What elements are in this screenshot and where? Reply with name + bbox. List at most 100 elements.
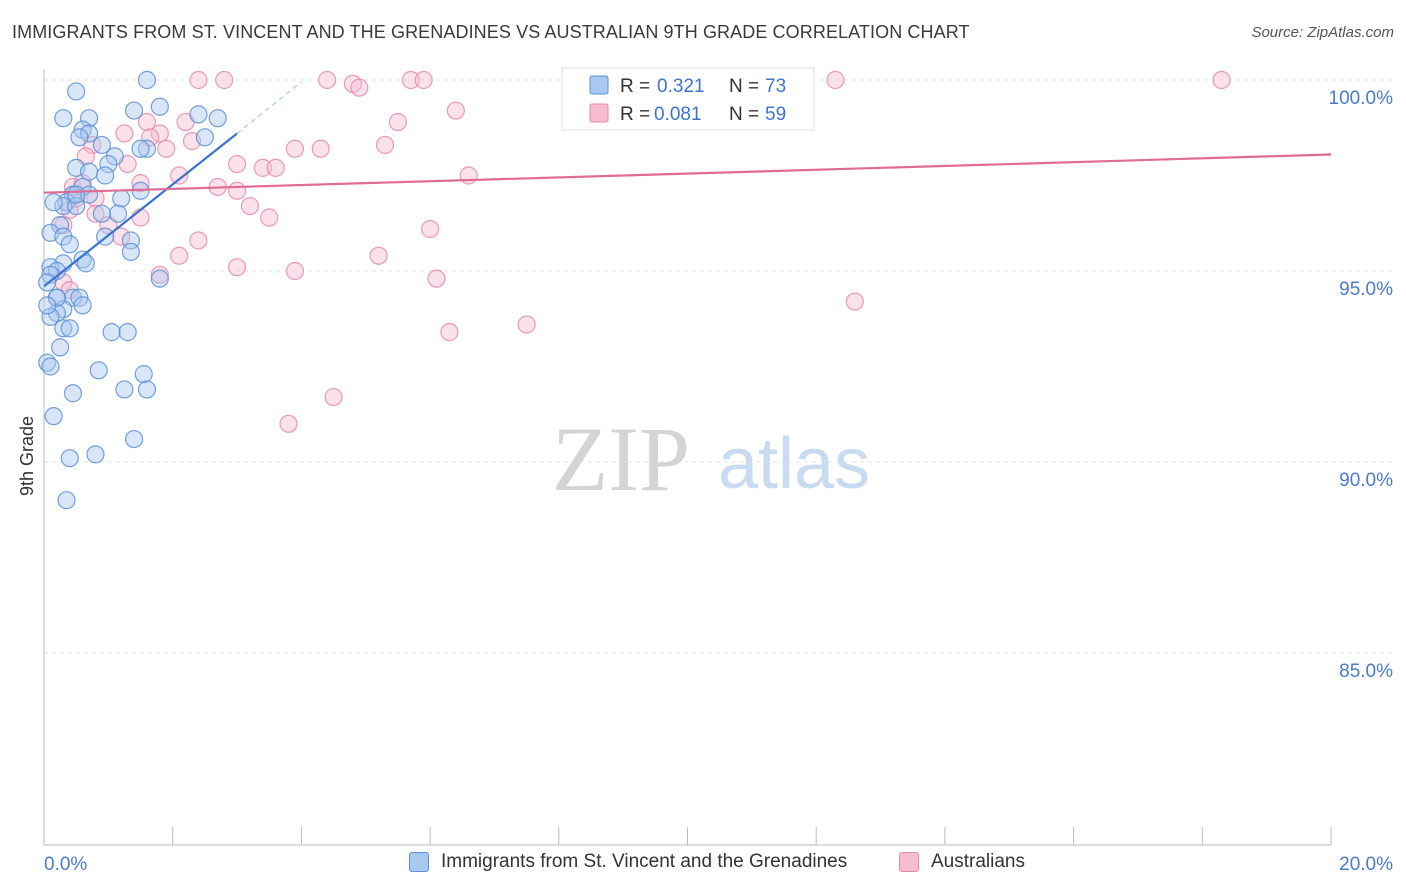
data-point-immigrants (67, 82, 86, 101)
data-point-immigrants (63, 384, 83, 403)
trend-line-australians (43, 153, 1332, 194)
data-point-australians (150, 124, 169, 143)
data-point-australians (227, 181, 247, 200)
legend-n-label-pink: N = (729, 104, 759, 125)
data-point-australians (215, 70, 234, 90)
data-point-immigrants (137, 380, 157, 399)
data-point-australians (440, 323, 459, 342)
data-point-immigrants (208, 109, 227, 128)
data-point-immigrants (67, 185, 86, 204)
legend-swatch-blue (589, 75, 609, 95)
data-point-australians (324, 387, 343, 407)
legend-item-immigrants[interactable]: Immigrants from St. Vincent and the Gren… (409, 851, 847, 873)
data-point-australians (311, 139, 330, 158)
tick-labels: 100.0% 95.0% 90.0% 85.0% 0.0% 20.0% (44, 88, 1393, 875)
watermark-zip: ZIP (552, 408, 690, 510)
source-credit: Source: ZipAtlas.com (1251, 24, 1394, 41)
y-axis-label: 9th Grade (17, 416, 37, 496)
trend-lines (43, 81, 1332, 288)
data-point-australians (401, 70, 420, 90)
data-point-australians (375, 135, 395, 155)
legend-n-value-pink: 59 (765, 104, 786, 125)
data-point-immigrants (134, 365, 153, 384)
data-point-australians (150, 265, 169, 284)
data-point-immigrants (50, 216, 70, 235)
data-point-immigrants (54, 109, 73, 128)
data-point-immigrants (86, 445, 105, 464)
data-point-immigrants (137, 70, 157, 90)
data-point-australians (388, 112, 408, 132)
stats-legend: R = 0.321 N = 73 R = 0.081 N = 59 (561, 67, 815, 131)
legend-swatch-australians (899, 852, 919, 872)
data-point-australians (86, 204, 105, 223)
data-point-australians (131, 174, 150, 193)
data-point-immigrants (189, 105, 208, 124)
data-point-australians (115, 124, 134, 143)
data-point-immigrants (54, 319, 73, 338)
data-point-australians (517, 315, 536, 334)
data-point-immigrants (41, 307, 60, 326)
chart-title: IMMIGRANTS FROM ST. VINCENT AND THE GREN… (12, 22, 970, 42)
data-point-australians (131, 208, 150, 227)
data-point-australians (279, 414, 298, 433)
legend-swatch-pink (589, 103, 609, 123)
data-point-immigrants (79, 124, 99, 143)
data-point-australians (446, 101, 465, 120)
x-tick-label: 0.0% (44, 854, 87, 875)
legend-item-australians[interactable]: Australians (899, 851, 1025, 873)
data-point-immigrants (44, 407, 63, 426)
data-point-australians (112, 227, 131, 246)
data-point-immigrants (70, 128, 89, 147)
data-point-australians (260, 208, 279, 227)
data-point-australians (253, 158, 272, 177)
series-immigrants-points (38, 70, 227, 510)
legend-r-value-blue: 0.321 (657, 76, 705, 97)
data-point-australians (227, 154, 247, 174)
trend-line-immigrants-extension (236, 81, 302, 134)
y-tick-label: 90.0% (1339, 470, 1393, 491)
data-point-australians (285, 139, 305, 158)
data-point-australians (157, 139, 176, 158)
data-point-immigrants (124, 101, 144, 120)
data-point-australians (137, 112, 157, 132)
data-point-australians (350, 78, 369, 97)
y-tick-label: 100.0% (1329, 88, 1394, 109)
data-point-immigrants (76, 254, 95, 273)
data-point-australians (369, 246, 388, 265)
data-point-australians (240, 196, 260, 216)
legend-label-immigrants: Immigrants from St. Vincent and the Gren… (441, 851, 848, 872)
data-point-australians (414, 70, 433, 90)
data-point-australians (826, 70, 845, 90)
data-point-australians (189, 231, 208, 250)
data-point-immigrants (60, 449, 79, 468)
data-point-australians (421, 219, 440, 239)
legend-n-value-blue: 73 (765, 76, 786, 97)
data-point-immigrants (89, 361, 108, 380)
y-tick-label: 85.0% (1339, 661, 1393, 682)
data-point-immigrants (60, 235, 79, 254)
data-point-immigrants (150, 269, 169, 288)
data-point-australians (459, 166, 478, 185)
data-point-australians (845, 292, 864, 311)
data-point-immigrants (79, 109, 99, 128)
data-point-immigrants (60, 319, 79, 338)
data-point-australians (189, 70, 208, 90)
data-point-australians (318, 70, 337, 90)
data-point-immigrants (137, 139, 157, 158)
data-point-immigrants (195, 128, 214, 147)
data-point-immigrants (57, 491, 76, 510)
data-point-immigrants (96, 166, 115, 185)
legend-r-label-pink: R = (620, 104, 650, 125)
data-point-immigrants (118, 323, 137, 342)
data-point-immigrants (150, 97, 169, 116)
data-point-immigrants (54, 196, 73, 216)
data-point-australians (285, 261, 305, 281)
series-australians-points (54, 70, 1231, 433)
watermark-atlas: atlas (718, 424, 870, 504)
trend-line-immigrants (43, 132, 238, 288)
data-point-immigrants (73, 296, 92, 315)
data-point-australians (170, 246, 189, 265)
data-point-immigrants (92, 135, 112, 155)
data-point-immigrants (47, 288, 66, 307)
